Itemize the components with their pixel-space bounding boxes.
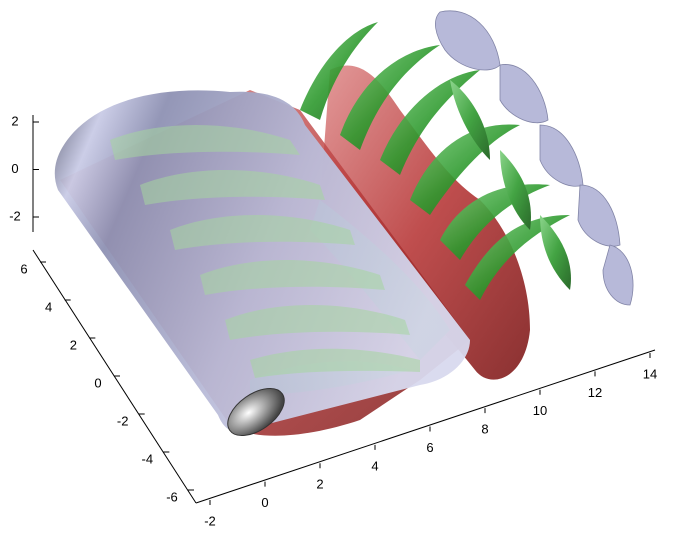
ticks: -2 0 2 4 6 8 10 12 14 -6 -4 -2 0 2 4 6 -2 0 2 — [9, 113, 657, 528]
x-tick-label: 4 — [371, 458, 378, 473]
x-tick-label: 8 — [481, 422, 488, 437]
y-tick-label: 2 — [70, 337, 77, 352]
x-axis-line — [195, 349, 656, 504]
x-tick-label: 0 — [261, 495, 268, 510]
y-tick-label: 6 — [20, 261, 27, 276]
y-tick-label: 0 — [94, 375, 101, 390]
y-tick-label: 4 — [45, 299, 52, 314]
x-tick-label: 14 — [643, 366, 657, 381]
surfaces — [54, 10, 634, 437]
y-tick-label: -4 — [142, 451, 154, 466]
z-tick-label: 0 — [11, 161, 18, 176]
z-tick-label: -2 — [9, 208, 21, 223]
x-tick-label: 12 — [588, 385, 602, 400]
y-tick-label: -2 — [117, 413, 129, 428]
x-tick-label: 6 — [426, 440, 433, 455]
x-tick-label: 2 — [316, 477, 323, 492]
z-tick-label: 2 — [11, 113, 18, 128]
x-tick-label: 10 — [533, 403, 547, 418]
y-tick-label: -6 — [166, 489, 178, 504]
x-tick-label: -2 — [204, 513, 216, 528]
